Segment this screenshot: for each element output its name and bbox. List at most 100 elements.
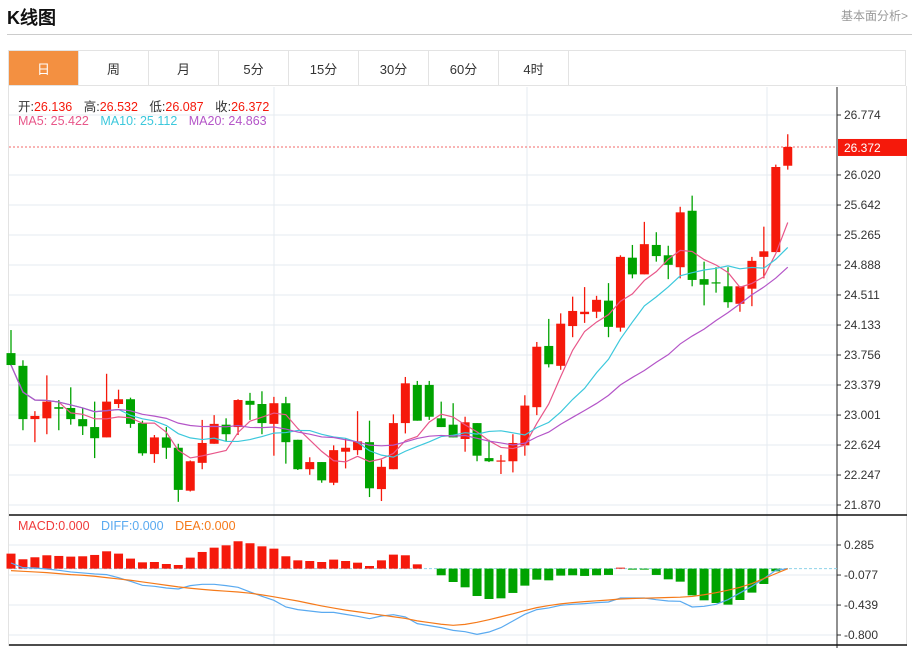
macd-bar [66, 556, 76, 569]
macd-bar [675, 568, 685, 582]
tab-15min[interactable]: 15分 [289, 51, 359, 85]
price-tick-label: 23.379 [844, 378, 881, 392]
macd-bar [221, 545, 231, 569]
tab-day[interactable]: 日 [9, 51, 79, 85]
candle-up [592, 299, 602, 312]
macd-bar [699, 568, 709, 601]
candle-down [627, 257, 637, 275]
candle-up [520, 405, 530, 446]
open-value: 26.136 [33, 100, 73, 114]
macd-bar [102, 551, 112, 569]
candle-up [353, 441, 363, 451]
macd-bar [126, 558, 135, 569]
header-divider [7, 34, 912, 35]
candle-up [30, 415, 40, 420]
candle-up [209, 423, 219, 444]
price-tick-label: 24.133 [844, 318, 881, 332]
macd-bar [663, 568, 673, 580]
candle-up [305, 462, 315, 470]
last-price-badge [838, 138, 907, 156]
macd-bar [639, 568, 649, 570]
macd-bar [78, 556, 88, 569]
tab-30min[interactable]: 30分 [359, 51, 429, 85]
macd-bar [723, 568, 733, 605]
candle-down [424, 384, 434, 417]
candle-up [747, 260, 757, 289]
candle-down [436, 418, 446, 428]
tab-5min[interactable]: 5分 [219, 51, 289, 85]
candle-up [580, 311, 590, 315]
low-value: 26.087 [165, 100, 204, 114]
candle-down [245, 400, 255, 405]
candle-down [257, 404, 267, 424]
tab-week[interactable]: 周 [79, 51, 149, 85]
high-value: 26.532 [99, 100, 138, 114]
tab-4hour[interactable]: 4时 [499, 51, 569, 85]
ma5-legend: MA5: 25.422 [18, 114, 89, 128]
candle-down [699, 279, 709, 285]
price-tick-label: 26.774 [844, 108, 881, 122]
ma10-legend: MA10: 25.112 [100, 114, 178, 128]
macd-bar [448, 568, 458, 582]
macd-bar [269, 548, 279, 569]
macd-bar [520, 568, 530, 586]
candle-up [556, 323, 566, 366]
macd-bar [161, 563, 171, 569]
macd-bar [460, 568, 470, 588]
macd-bar [735, 568, 745, 600]
macd-bar [580, 568, 590, 576]
macd-bar [6, 553, 16, 569]
macd-bar [173, 564, 183, 569]
candle-down [484, 458, 494, 462]
macd-bar [209, 547, 219, 569]
macd-bar [412, 564, 422, 569]
macd-legend: MACD:0.000 DIFF:0.000 DEA:0.000 [18, 519, 244, 533]
macd-bar [376, 560, 386, 569]
candle-down [90, 427, 100, 439]
candle-up [615, 256, 625, 328]
tab-month[interactable]: 月 [149, 51, 219, 85]
macd-bar [185, 557, 195, 569]
candle-up [388, 423, 398, 470]
candle-up [329, 450, 339, 483]
candle-down [472, 423, 482, 456]
chart-frame [8, 86, 907, 646]
fundamental-analysis-link[interactable]: 基本面分析> [840, 9, 908, 23]
macd-bar [54, 555, 64, 569]
candle-down [365, 442, 374, 489]
candle-down [173, 447, 183, 490]
candle-up [341, 447, 351, 452]
price-tick-label: 22.624 [844, 438, 881, 452]
macd-bar [508, 568, 518, 593]
candle-down [317, 462, 327, 481]
diff-line [10, 562, 788, 635]
macd-bar [293, 560, 303, 569]
candle-down [78, 419, 88, 427]
ma5-line [10, 222, 789, 463]
last-price-label: 26.372 [844, 141, 881, 155]
candle-down [161, 437, 171, 448]
macd-bar [400, 555, 410, 569]
ma20-line [10, 266, 789, 447]
candle-down [687, 210, 697, 280]
macd-bar [149, 562, 159, 569]
candle-up [233, 400, 243, 428]
macd-bar [711, 568, 721, 603]
macd-bar [592, 568, 602, 576]
macd-bar [388, 554, 398, 569]
candle-up [197, 442, 207, 463]
candle-down [137, 423, 147, 454]
candle-up [42, 401, 52, 419]
macd-bar [604, 568, 613, 575]
macd-bar [759, 568, 769, 584]
macd-bar [245, 543, 255, 569]
candle-up [460, 422, 470, 439]
macd-bar [615, 567, 625, 569]
tab-60min[interactable]: 60分 [429, 51, 499, 85]
page-title: K线图 [7, 8, 56, 28]
dea-line [10, 568, 788, 626]
macd-bar [197, 551, 207, 569]
macd-bar [365, 565, 374, 569]
price-tick-label: 25.265 [844, 228, 881, 242]
